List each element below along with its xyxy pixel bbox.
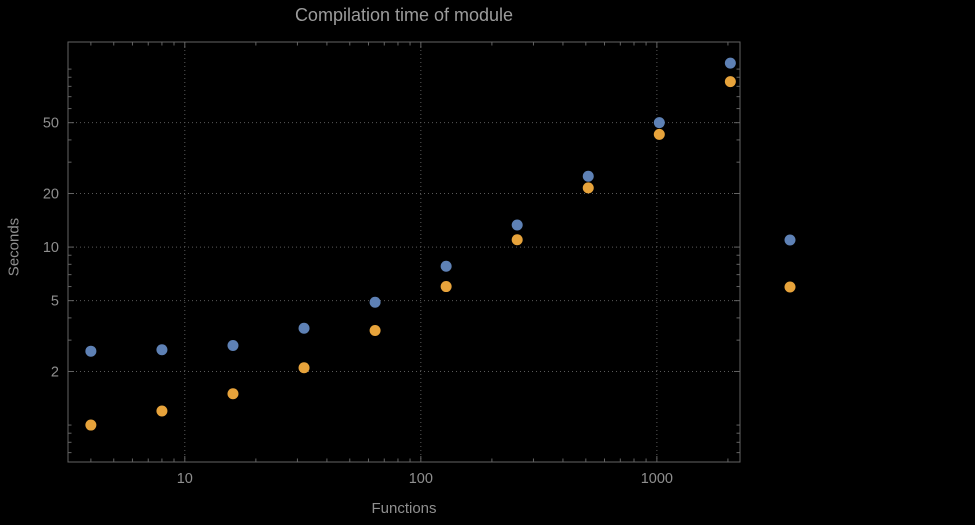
data-point-blue [298,322,310,334]
data-point-blue [582,170,594,182]
data-point-blue [511,219,523,231]
x-axis-label: Functions [371,500,437,517]
data-point-orange [85,419,97,431]
data-point-orange [156,405,168,417]
y-tick-label: 20 [43,187,59,203]
data-point-orange [227,388,239,400]
data-point-orange [653,128,665,140]
chart-title: Compilation time of module [294,5,514,25]
plot-frame [67,41,741,463]
data-point-blue [156,344,168,356]
data-point-blue [724,57,736,69]
legend-marker-orange [784,281,796,293]
x-tick-label: 100 [409,471,433,487]
data-point-orange [440,281,452,293]
data-point-blue [227,339,239,351]
x-tick-label: 10 [177,471,193,487]
data-point-orange [724,76,736,88]
data-point-orange [369,324,381,336]
x-tick-label: 1000 [641,471,673,487]
data-point-blue [440,260,452,272]
y-tick-label: 50 [43,116,59,132]
legend-marker-blue [784,234,796,246]
y-tick-label: 5 [51,294,59,310]
data-point-orange [511,234,523,246]
data-point-blue [653,117,665,129]
data-point-blue [85,345,97,357]
data-point-orange [298,362,310,374]
y-tick-label: 10 [43,240,59,256]
y-tick-label: 2 [51,364,59,380]
data-point-blue [369,296,381,308]
data-point-orange [582,182,594,194]
